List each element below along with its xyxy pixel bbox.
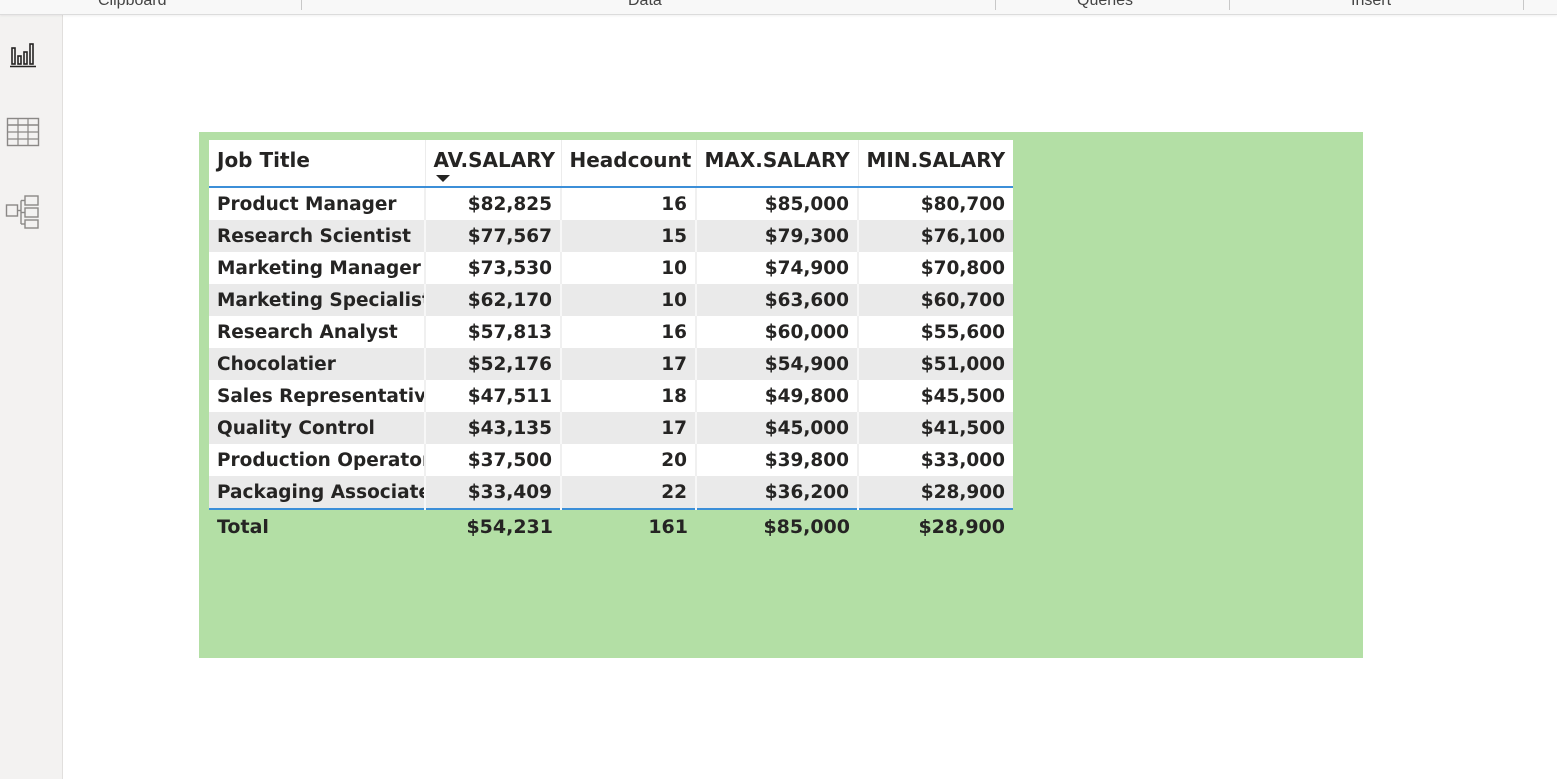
cell-headcount: 18 <box>560 380 696 412</box>
cell-job-title: Packaging Associate <box>209 476 425 509</box>
cell-min-salary: $70,800 <box>857 252 1013 284</box>
cell-headcount: 10 <box>560 284 696 316</box>
cell-job-title: Marketing Specialist <box>209 284 425 316</box>
cell-av-salary: $52,176 <box>424 348 561 380</box>
column-header-headcount[interactable]: Headcount <box>560 140 696 188</box>
ribbon-group-data: Data <box>628 0 662 9</box>
cell-min-salary: $76,100 <box>857 220 1013 252</box>
cell-headcount: 16 <box>560 187 696 220</box>
cell-min-salary: $80,700 <box>857 187 1013 220</box>
view-rail <box>0 15 63 779</box>
cell-headcount: 20 <box>560 444 696 476</box>
total-max-salary: $85,000 <box>696 508 858 544</box>
cell-headcount: 16 <box>560 316 696 348</box>
cell-av-salary: $43,135 <box>424 412 561 444</box>
cell-max-salary: $74,900 <box>695 252 858 284</box>
table-row[interactable]: Product Manager $82,825 16 $85,000 $80,700 <box>209 187 1013 220</box>
report-view-icon <box>10 43 36 68</box>
ribbon-group-clipboard: Clipboard <box>98 0 167 9</box>
report-view-button[interactable] <box>0 31 46 77</box>
table-view-button[interactable] <box>0 109 46 155</box>
cell-av-salary: $73,530 <box>424 252 561 284</box>
matrix-visual[interactable]: Job Title AV.SALARY Headcount MAX.SALARY… <box>199 132 1363 658</box>
cell-job-title: Research Scientist <box>209 220 425 252</box>
cell-min-salary: $45,500 <box>857 380 1013 412</box>
model-view-icon <box>5 195 39 229</box>
ribbon-group-insert: Insert <box>1351 0 1392 9</box>
total-av-salary: $54,231 <box>425 508 561 544</box>
header-row: Job Title AV.SALARY Headcount MAX.SALARY… <box>209 140 1013 188</box>
column-header-job-title[interactable]: Job Title <box>209 140 425 188</box>
table-row[interactable]: Research Analyst $57,813 16 $60,000 $55,600 <box>209 316 1013 348</box>
cell-av-salary: $57,813 <box>424 316 561 348</box>
cell-min-salary: $33,000 <box>857 444 1013 476</box>
total-min-salary: $28,900 <box>858 508 1013 544</box>
cell-av-salary: $77,567 <box>424 220 561 252</box>
cell-job-title: Product Manager <box>209 187 425 220</box>
cell-min-salary: $60,700 <box>857 284 1013 316</box>
cell-job-title: Chocolatier <box>209 348 425 380</box>
cell-job-title: Production Operator <box>209 444 425 476</box>
cell-max-salary: $49,800 <box>695 380 858 412</box>
table-row[interactable]: Marketing Manager $73,530 10 $74,900 $70,800 <box>209 252 1013 284</box>
cell-max-salary: $36,200 <box>695 476 858 509</box>
ribbon-group-labels: Clipboard Data Queries Insert <box>0 0 1557 15</box>
cell-headcount: 22 <box>560 476 696 509</box>
table-row[interactable]: Marketing Specialist $62,170 10 $63,600 $60,… <box>209 284 1013 316</box>
total-label: Total <box>209 508 425 544</box>
table-row[interactable]: Production Operator $37,500 20 $39,800 $33,0… <box>209 444 1013 476</box>
sort-descending-icon <box>435 175 450 182</box>
cell-headcount: 17 <box>560 412 696 444</box>
cell-av-salary: $37,500 <box>424 444 561 476</box>
ribbon-separator <box>995 0 996 10</box>
ribbon-separator <box>1229 0 1230 10</box>
salary-table: Job Title AV.SALARY Headcount MAX.SALARY… <box>209 140 1013 544</box>
table-row[interactable]: Chocolatier $52,176 17 $54,900 $51,000 <box>209 348 1013 380</box>
cell-min-salary: $55,600 <box>857 316 1013 348</box>
cell-max-salary: $45,000 <box>695 412 858 444</box>
cell-headcount: 10 <box>560 252 696 284</box>
column-header-av-salary[interactable]: AV.SALARY <box>424 140 561 188</box>
table-view-icon <box>6 117 40 147</box>
table-row[interactable]: Research Scientist $77,567 15 $79,300 $76,10… <box>209 220 1013 252</box>
table-row[interactable]: Quality Control $43,135 17 $45,000 $41,500 <box>209 412 1013 444</box>
cell-headcount: 17 <box>560 348 696 380</box>
table-row[interactable]: Sales Representative $47,511 18 $49,800 $45,… <box>209 380 1013 412</box>
cell-job-title: Quality Control <box>209 412 425 444</box>
cell-max-salary: $63,600 <box>695 284 858 316</box>
model-view-button[interactable] <box>0 189 46 235</box>
cell-av-salary: $62,170 <box>424 284 561 316</box>
cell-job-title: Research Analyst <box>209 316 425 348</box>
cell-av-salary: $47,511 <box>424 380 561 412</box>
cell-max-salary: $85,000 <box>695 187 858 220</box>
cell-av-salary: $82,825 <box>424 187 561 220</box>
cell-headcount: 15 <box>560 220 696 252</box>
cell-max-salary: $39,800 <box>695 444 858 476</box>
cell-max-salary: $60,000 <box>695 316 858 348</box>
ribbon-separator <box>301 0 302 10</box>
ribbon-separator <box>1523 0 1524 10</box>
table-row[interactable]: Packaging Associate $33,409 22 $36,200 $28,9… <box>209 476 1013 509</box>
column-header-label: AV.SALARY <box>433 148 556 172</box>
cell-max-salary: $54,900 <box>695 348 858 380</box>
cell-job-title: Marketing Manager <box>209 252 425 284</box>
salary-matrix: Job Title AV.SALARY Headcount MAX.SALARY… <box>209 140 1013 544</box>
cell-min-salary: $28,900 <box>857 476 1013 509</box>
ribbon-group-queries: Queries <box>1077 0 1134 9</box>
total-row: Total $54,231 161 $85,000 $28,900 <box>209 508 1013 544</box>
cell-min-salary: $51,000 <box>857 348 1013 380</box>
cell-av-salary: $33,409 <box>424 476 561 509</box>
cell-job-title: Sales Representative <box>209 380 425 412</box>
total-headcount: 161 <box>561 508 696 544</box>
column-header-max-salary[interactable]: MAX.SALARY <box>695 140 858 188</box>
cell-max-salary: $79,300 <box>695 220 858 252</box>
column-header-min-salary[interactable]: MIN.SALARY <box>857 140 1013 188</box>
cell-min-salary: $41,500 <box>857 412 1013 444</box>
